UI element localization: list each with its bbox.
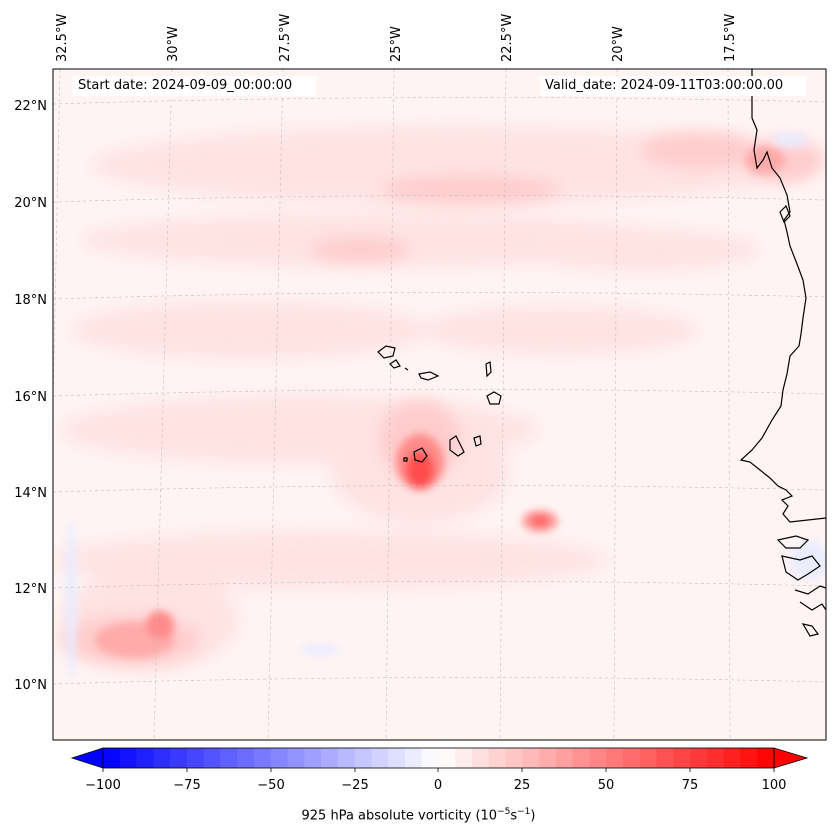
- colorbar-cell: [337, 748, 356, 768]
- lon-label: 32.5°W: [55, 14, 70, 62]
- lat-label: 22°N: [14, 99, 47, 114]
- colorbar-cell: [103, 748, 121, 768]
- lat-label: 10°N: [14, 678, 47, 693]
- colorbar-cell: [757, 748, 775, 768]
- colorbar-cell: [186, 748, 205, 768]
- colorbar-cell: [606, 748, 624, 768]
- colorbar-cell: [287, 748, 305, 768]
- colorbar-cell: [220, 748, 238, 768]
- colorbar-cell: [706, 748, 725, 768]
- lon-label: 25°W: [389, 26, 404, 62]
- colorbar-cell: [589, 748, 607, 768]
- start-date-label: Start date: 2024-09-09_00:00:00: [74, 76, 297, 96]
- colorbar-cell: [555, 748, 574, 768]
- colorbar-cell: [421, 748, 439, 768]
- colorbar-cell: [253, 748, 272, 768]
- vorticity-field-strong: [95, 146, 785, 658]
- colorbar-cell: [639, 748, 657, 768]
- gridlines: [53, 69, 826, 740]
- coastline-africa: [739, 69, 826, 637]
- lat-label: 20°N: [14, 196, 47, 211]
- colorbar-cell: [673, 748, 691, 768]
- colorbar-cell: [723, 748, 741, 768]
- colorbar-cell: [472, 748, 490, 768]
- lat-label: 18°N: [14, 293, 47, 308]
- colorbar-cell: [119, 748, 137, 768]
- colorbar: −100 −75 −50 −25 0 25 50 75 100: [70, 747, 809, 793]
- colorbar-cell: [354, 748, 372, 768]
- colorbar-extend-min: [70, 747, 104, 769]
- colorbar-title-end: ): [530, 808, 536, 824]
- colorbar-cell: [455, 748, 473, 768]
- colorbar-cell: [304, 748, 322, 768]
- cape-verde-islands: [377, 345, 502, 463]
- colorbar-cell: [203, 748, 221, 768]
- colorbar-cell: [505, 748, 523, 768]
- colorbar-cell: [690, 748, 708, 768]
- colorbar-title-main: 925 hPa absolute vorticity (10: [301, 808, 498, 824]
- colorbar-title: 925 hPa absolute vorticity (10−5s−1): [0, 807, 837, 823]
- colorbar-tick-label: 75: [682, 778, 699, 793]
- colorbar-cell: [136, 748, 154, 768]
- lon-label: 20°W: [611, 26, 626, 62]
- lat-label: 16°N: [14, 390, 47, 405]
- colorbar-cell: [170, 748, 188, 768]
- lat-label: 12°N: [14, 582, 47, 597]
- map-panel: [53, 69, 826, 740]
- colorbar-cell: [388, 748, 406, 768]
- longitude-labels: 32.5°W 30°W 27.5°W 25°W 22.5°W 20°W 17.5…: [55, 14, 738, 62]
- colorbar-frame: [102, 747, 775, 769]
- lon-label: 22.5°W: [500, 14, 515, 62]
- colorbar-title-exponent-2: −1: [517, 807, 531, 817]
- colorbar-cell: [153, 748, 171, 768]
- latitude-labels: 22°N 20°N 18°N 16°N 14°N 12°N 10°N: [14, 99, 47, 693]
- colorbar-extend-max: [773, 747, 809, 769]
- colorbar-tick-label: 100: [762, 778, 787, 793]
- colorbar-cells: [103, 748, 775, 768]
- lat-label: 14°N: [14, 486, 47, 501]
- colorbar-tick-label: −75: [173, 778, 200, 793]
- colorbar-cell: [740, 748, 758, 768]
- colorbar-cell: [623, 748, 641, 768]
- colorbar-ticks: [102, 768, 775, 772]
- colorbar-tick-label: −100: [85, 778, 121, 793]
- colorbar-cell: [237, 748, 255, 768]
- colorbar-tick-label: 0: [434, 778, 442, 793]
- colorbar-cell: [321, 748, 339, 768]
- lon-label: 30°W: [166, 26, 181, 62]
- vorticity-field-negative: [65, 132, 826, 680]
- colorbar-cell: [488, 748, 506, 768]
- colorbar-cell: [404, 748, 423, 768]
- vorticity-field-weak: [53, 125, 810, 670]
- map-frame: [52, 68, 827, 741]
- colorbar-cell: [539, 748, 557, 768]
- colorbar-tick-label: −50: [257, 778, 284, 793]
- lon-label: 17.5°W: [723, 14, 738, 62]
- colorbar-title-unit: s: [510, 808, 518, 824]
- colorbar-cell: [572, 748, 590, 768]
- colorbar-tick-label: 25: [514, 778, 531, 793]
- colorbar-cell: [438, 748, 456, 768]
- colorbar-tick-label: 50: [598, 778, 615, 793]
- colorbar-title-exponent-1: −5: [497, 807, 511, 817]
- colorbar-cell: [656, 748, 674, 768]
- colorbar-cell: [371, 748, 389, 768]
- valid-date-label: Valid_date: 2024-09-11T03:00:00.00: [541, 76, 788, 96]
- colorbar-tick-label: −25: [341, 778, 368, 793]
- colorbar-cell: [270, 748, 288, 768]
- lon-label: 27.5°W: [278, 14, 293, 62]
- colorbar-cell: [522, 748, 540, 768]
